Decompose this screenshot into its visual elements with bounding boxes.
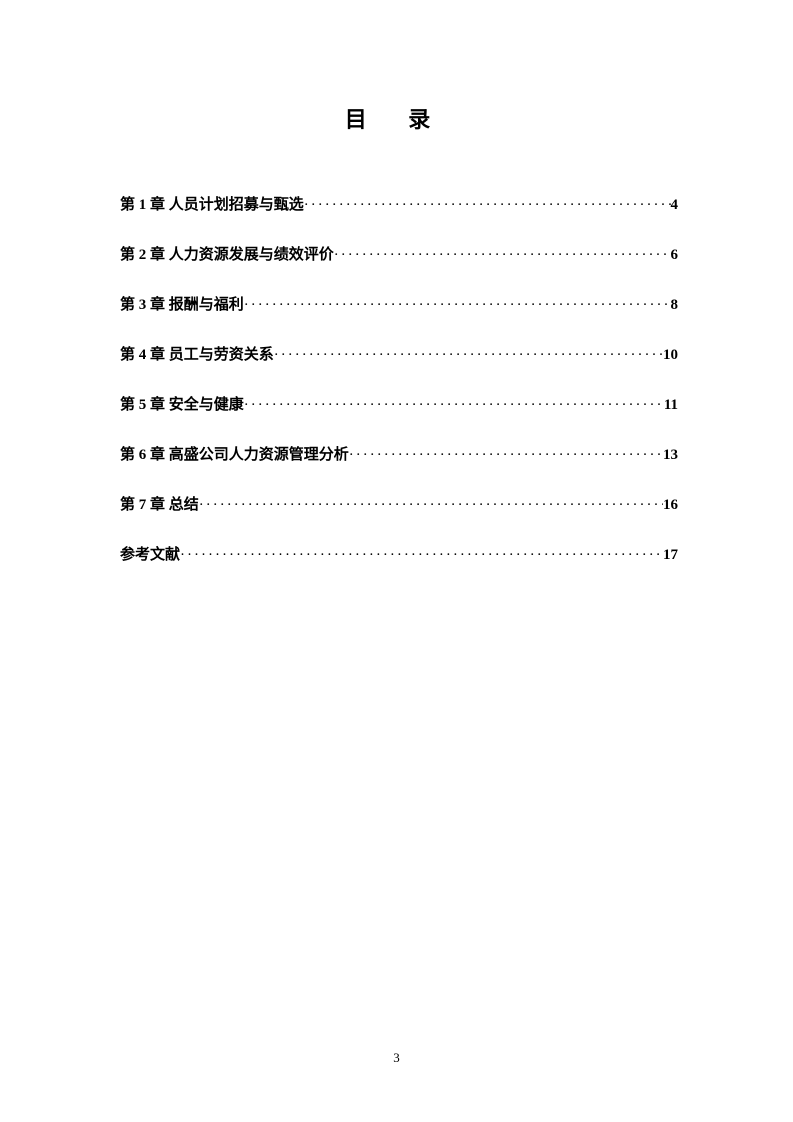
toc-label: 第 6 章 高盛公司人力资源管理分析 xyxy=(120,443,349,464)
toc-page-number: 17 xyxy=(663,547,678,564)
toc-entry: 第 7 章 总结 16 xyxy=(120,493,678,514)
toc-label: 参考文献 xyxy=(120,543,180,564)
toc-page-number: 8 xyxy=(671,297,679,314)
toc-label: 第 7 章 总结 xyxy=(120,493,199,514)
toc-entry: 第 6 章 高盛公司人力资源管理分析 13 xyxy=(120,443,678,464)
toc-entry: 第 1 章 人员计划招募与甄选 4 xyxy=(120,193,678,214)
toc-leader xyxy=(244,297,671,314)
toc-page-number: 10 xyxy=(663,347,678,364)
toc-page-number: 16 xyxy=(663,497,678,514)
toc-entry: 第 3 章 报酬与福利 8 xyxy=(120,293,678,314)
page-number: 3 xyxy=(0,1050,793,1066)
toc-entry: 第 2 章 人力资源发展与绩效评价 6 xyxy=(120,243,678,264)
toc-entry: 参考文献 17 xyxy=(120,543,678,564)
toc-leader xyxy=(349,447,663,464)
toc-list: 第 1 章 人员计划招募与甄选 4 第 2 章 人力资源发展与绩效评价 6 第 … xyxy=(120,193,678,593)
toc-entry: 第 5 章 安全与健康 11 xyxy=(120,393,678,414)
toc-page-number: 13 xyxy=(663,447,678,464)
toc-leader xyxy=(244,397,664,414)
toc-label: 第 3 章 报酬与福利 xyxy=(120,293,244,314)
toc-label: 第 1 章 人员计划招募与甄选 xyxy=(120,193,304,214)
toc-leader xyxy=(304,197,671,214)
toc-leader xyxy=(199,497,663,514)
toc-leader xyxy=(180,547,663,564)
toc-label: 第 4 章 员工与劳资关系 xyxy=(120,343,274,364)
toc-page-number: 11 xyxy=(664,397,678,414)
toc-leader xyxy=(274,347,663,364)
toc-page-number: 4 xyxy=(671,197,679,214)
toc-entry: 第 4 章 员工与劳资关系 10 xyxy=(120,343,678,364)
toc-page-number: 6 xyxy=(671,247,679,264)
toc-leader xyxy=(334,247,671,264)
toc-label: 第 2 章 人力资源发展与绩效评价 xyxy=(120,243,334,264)
toc-label: 第 5 章 安全与健康 xyxy=(120,393,244,414)
page-title: 目 录 xyxy=(0,102,793,134)
